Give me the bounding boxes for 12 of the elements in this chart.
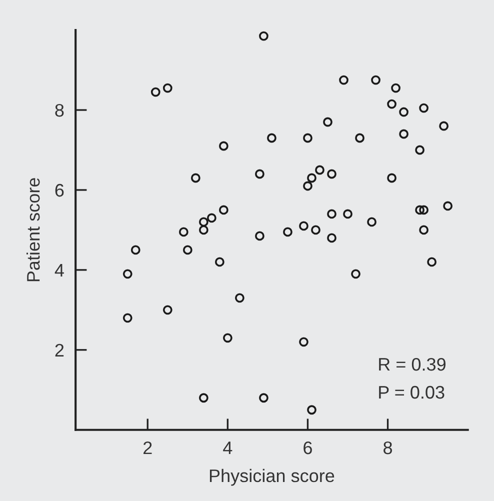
annotation: P = 0.03 xyxy=(379,386,444,399)
x-tick-label: 2 xyxy=(144,441,152,454)
x-axis-title: Physician score xyxy=(210,468,334,486)
y-tick-label: 8 xyxy=(55,104,64,117)
x-tick-label: 8 xyxy=(384,441,392,454)
annotation: R = 0.39 xyxy=(379,358,446,371)
y-tick-label: 6 xyxy=(55,184,64,197)
y-tick-label: 4 xyxy=(54,264,64,276)
x-tick-label: 6 xyxy=(304,441,312,454)
y-axis-title: Patient score xyxy=(26,178,40,282)
x-tick-label: 4 xyxy=(223,442,232,454)
y-tick-label: 2 xyxy=(55,344,64,356)
